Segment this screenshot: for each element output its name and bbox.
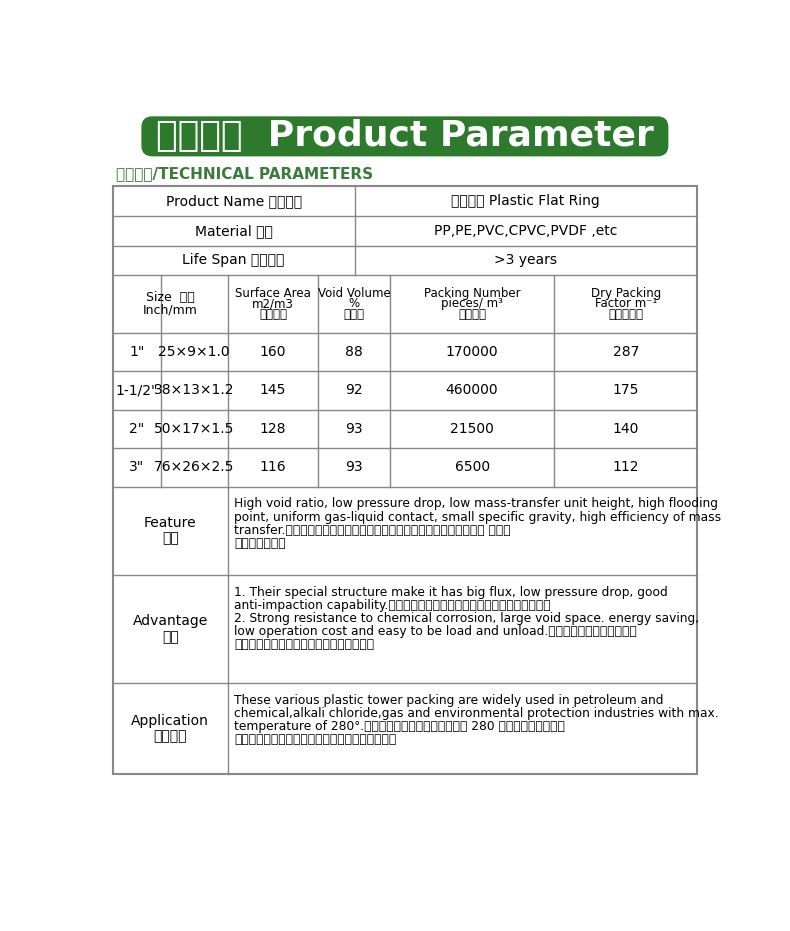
Text: 116: 116 [260, 461, 287, 475]
Text: Surface Area: Surface Area [235, 287, 311, 300]
Text: 21500: 21500 [450, 422, 494, 436]
Text: 1": 1" [129, 345, 145, 359]
Text: 比表面积: 比表面积 [259, 308, 287, 321]
Text: anti-impaction capability.特殊的结构使其流通量大、压降低、机械强度好。: anti-impaction capability.特殊的结构使其流通量大、压降… [234, 600, 551, 612]
Text: Void Volume: Void Volume [318, 287, 390, 300]
Text: 技术参数/TECHNICAL PARAMETERS: 技术参数/TECHNICAL PARAMETERS [116, 167, 373, 182]
Text: Product Name 产品名称: Product Name 产品名称 [166, 194, 302, 208]
Text: transfer.空隙率大、压降低、传质单元高度低、泛点高、气液接触充分 、比重: transfer.空隙率大、压降低、传质单元高度低、泛点高、气液接触充分 、比重 [234, 523, 510, 536]
Text: 2": 2" [129, 422, 145, 436]
Text: chemical,alkali chloride,gas and environmental protection industries with max.: chemical,alkali chloride,gas and environ… [234, 707, 719, 720]
Text: %: % [348, 297, 359, 310]
Text: 6500: 6500 [454, 461, 490, 475]
Text: 堆积个数: 堆积个数 [458, 308, 486, 321]
Text: 175: 175 [612, 384, 639, 398]
Text: 88: 88 [345, 345, 363, 359]
Text: 460000: 460000 [446, 384, 498, 398]
Text: Advantage: Advantage [133, 614, 208, 628]
Text: Material 材质: Material 材质 [194, 224, 273, 238]
Text: High void ratio, low pressure drop, low mass-transfer unit height, high flooding: High void ratio, low pressure drop, low … [234, 497, 718, 510]
Text: 性能: 性能 [162, 532, 179, 546]
Text: 128: 128 [260, 422, 286, 436]
Text: 2. Strong resistance to chemical corrosion, large void space. energy saving,: 2. Strong resistance to chemical corrosi… [234, 613, 699, 626]
Text: 50×17×1.5: 50×17×1.5 [154, 422, 235, 436]
Text: 优点: 优点 [162, 630, 179, 644]
Text: Packing Number: Packing Number [423, 287, 521, 300]
Text: 小、传质效率高: 小、传质效率高 [234, 537, 286, 550]
Text: 93: 93 [345, 461, 363, 475]
Text: Life Span 使用寿命: Life Span 使用寿命 [182, 253, 284, 267]
Text: Application: Application [131, 714, 209, 728]
Text: 3": 3" [129, 461, 145, 475]
Bar [113, 185, 697, 774]
Text: low operation cost and easy to be load and unload.较强的耐腐蚀性能、空隙率: low operation cost and easy to be load a… [234, 626, 637, 639]
Text: 140: 140 [612, 422, 639, 436]
Text: 145: 145 [260, 384, 286, 398]
Text: 1-1/2": 1-1/2" [115, 384, 158, 398]
Text: 112: 112 [612, 461, 639, 475]
Text: Dry Packing: Dry Packing [591, 287, 661, 300]
Text: 产品参数  Product Parameter: 产品参数 Product Parameter [156, 119, 654, 154]
Text: 160: 160 [260, 345, 286, 359]
Text: 空隙率: 空隙率 [344, 308, 364, 321]
Text: 38×13×1.2: 38×13×1.2 [154, 384, 235, 398]
Text: Size  尺寸: Size 尺寸 [146, 291, 194, 304]
Text: 干填料因子: 干填料因子 [608, 308, 643, 321]
FancyBboxPatch shape [141, 116, 668, 156]
Text: 油，化工，氯碱，煤气，环保等行业的填料塔里。: 油，化工，氯碱，煤气，环保等行业的填料塔里。 [234, 733, 397, 746]
Text: Factor m⁻¹: Factor m⁻¹ [595, 297, 657, 310]
Text: 塑料扁环 Plastic Flat Ring: 塑料扁环 Plastic Flat Ring [451, 194, 600, 208]
Text: 25×9×1.0: 25×9×1.0 [159, 345, 230, 359]
Text: 大、节能环保、成本低、比重轻装卸容易。: 大、节能环保、成本低、比重轻装卸容易。 [234, 639, 374, 652]
Text: 应用领域: 应用领域 [153, 729, 187, 743]
Text: Feature: Feature [144, 517, 197, 531]
Text: >3 years: >3 years [495, 253, 557, 267]
Text: temperature of 280°.塑料散堆填料的最大使用温度为 280 摄氏度，广泛用于石: temperature of 280°.塑料散堆填料的最大使用温度为 280 摄… [234, 720, 565, 733]
Text: These various plastic tower packing are widely used in petroleum and: These various plastic tower packing are … [234, 694, 664, 707]
Text: point, uniform gas-liquid contact, small specific gravity, high efficiency of ma: point, uniform gas-liquid contact, small… [234, 510, 721, 523]
Text: 93: 93 [345, 422, 363, 436]
Text: pieces/ m³: pieces/ m³ [441, 297, 503, 310]
Text: 170000: 170000 [446, 345, 498, 359]
Text: 287: 287 [612, 345, 639, 359]
Text: 1. Their special structure make it has big flux, low pressure drop, good: 1. Their special structure make it has b… [234, 586, 668, 599]
Text: Inch/mm: Inch/mm [143, 304, 198, 317]
Text: 76×26×2.5: 76×26×2.5 [154, 461, 235, 475]
Text: PP,PE,PVC,CPVC,PVDF ,etc: PP,PE,PVC,CPVC,PVDF ,etc [434, 224, 618, 238]
Text: m2/m3: m2/m3 [252, 297, 294, 310]
Text: 92: 92 [345, 384, 363, 398]
